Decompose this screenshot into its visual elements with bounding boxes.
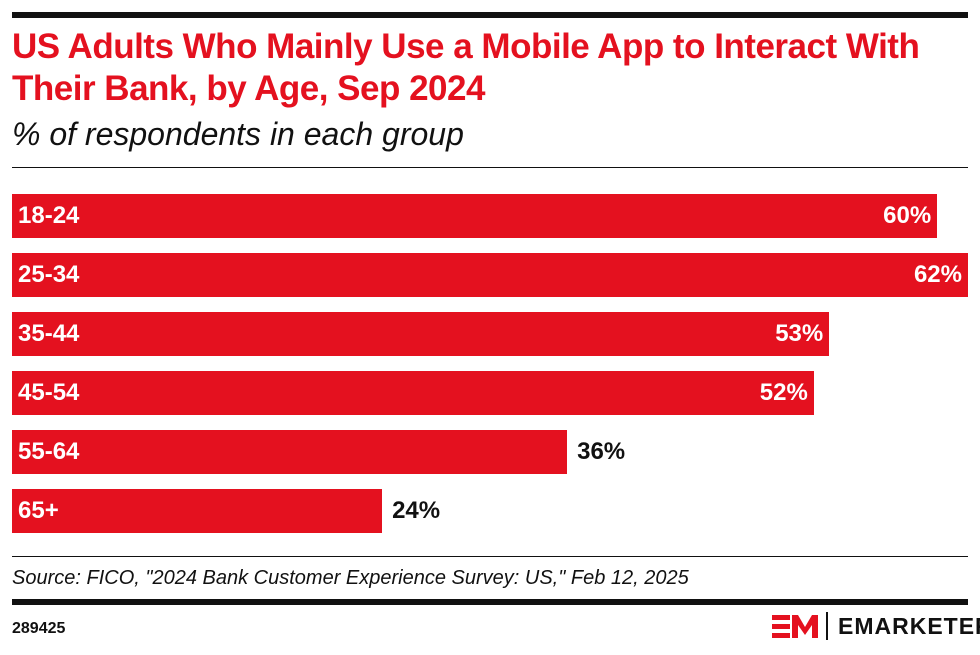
- category-label: 35-44: [18, 320, 80, 347]
- bar-25-34: [12, 253, 968, 297]
- brand-name: EMARKETER: [838, 612, 980, 639]
- emarketer-logo: EMARKETER: [772, 611, 980, 641]
- value-label: 60%: [883, 202, 932, 229]
- source-note: Source: FICO, "2024 Bank Customer Experi…: [12, 567, 689, 589]
- bar-45-54: [12, 371, 814, 415]
- header-divider: [12, 167, 968, 168]
- bar-35-44: [12, 312, 830, 356]
- em-logo-icon: [772, 615, 818, 638]
- bar-65+: [12, 489, 383, 533]
- value-label: 24%: [392, 497, 441, 524]
- category-label: 55-64: [18, 438, 80, 465]
- bar-18-24: [12, 194, 938, 238]
- logo-divider: [826, 612, 828, 640]
- category-label: 65+: [18, 497, 59, 524]
- footer-divider: [12, 556, 968, 557]
- bar-55-64: [12, 430, 568, 474]
- value-label: 62%: [913, 261, 962, 288]
- chart-title: US Adults Who Mainly Use a Mobile App to…: [12, 27, 920, 108]
- chart-subtitle: % of respondents in each group: [12, 116, 464, 152]
- top-rule: [12, 12, 968, 18]
- category-label: 45-54: [18, 379, 80, 406]
- bottom-rule: [12, 599, 968, 605]
- value-label: 36%: [577, 438, 626, 465]
- category-label: 25-34: [18, 261, 80, 288]
- category-label: 18-24: [18, 202, 80, 229]
- chart-id: 289425: [12, 620, 66, 637]
- value-label: 53%: [775, 320, 824, 347]
- value-label: 52%: [759, 379, 808, 406]
